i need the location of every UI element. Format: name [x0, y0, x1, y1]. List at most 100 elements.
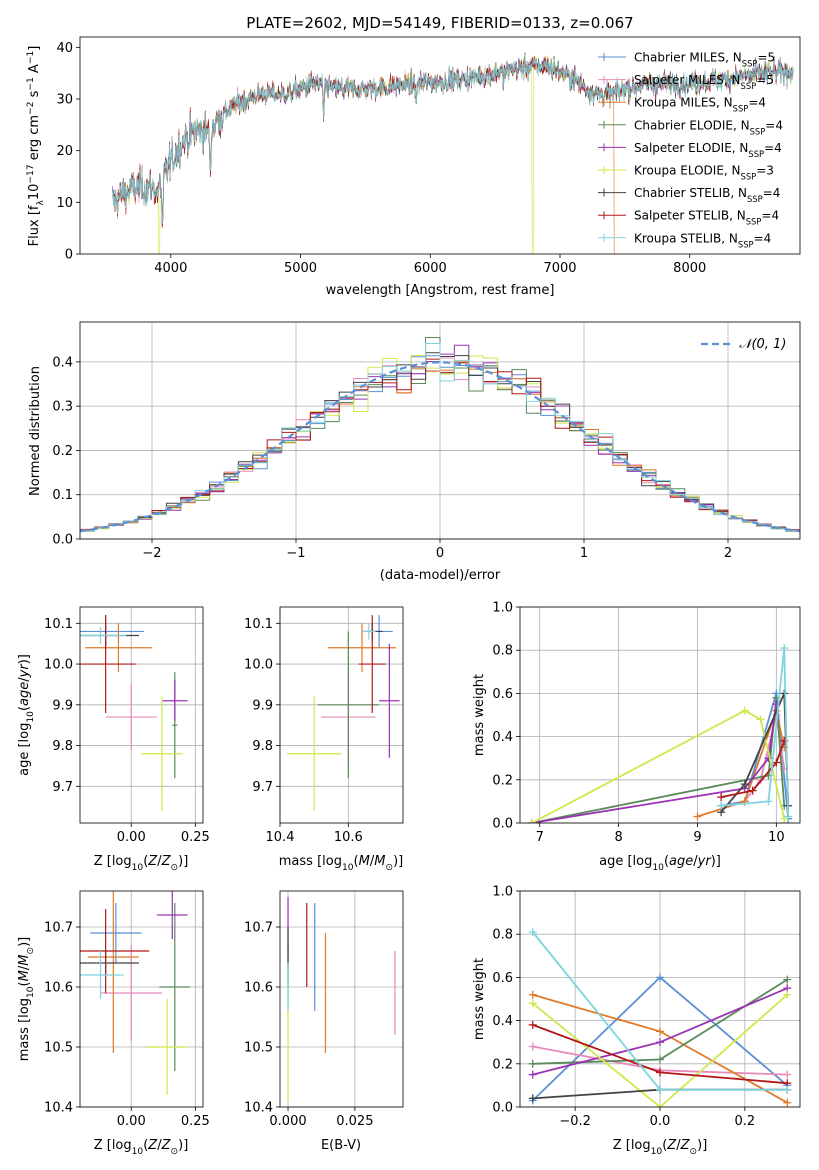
- y-tick-label: 1.0: [492, 885, 513, 900]
- x-tick-label: 2: [724, 546, 732, 561]
- y-tick-label: 40: [56, 41, 73, 56]
- x-axis-label: (data-model)/error: [380, 568, 501, 583]
- y-tick-label: 10.7: [244, 921, 273, 936]
- weight-line: [720, 740, 786, 798]
- legend-label: Salpeter ELODIE, NSSP=4: [634, 141, 782, 159]
- y-tick-label: 9.7: [52, 780, 73, 795]
- x-tick-label: 9: [693, 830, 701, 845]
- errorbars: [286, 615, 400, 811]
- x-tick-label: 0.025: [336, 1114, 373, 1129]
- x-tick-label: 0.2: [735, 1114, 756, 1129]
- x-tick-label: 7000: [543, 261, 576, 276]
- y-tick-label: 20: [56, 144, 73, 159]
- legend-label: 𝒩(0, 1): [739, 337, 786, 352]
- y-tick-label: 10.0: [244, 658, 273, 673]
- axes-frame: [79, 36, 801, 255]
- x-tick-label: 0.25: [181, 830, 210, 845]
- y-axis-label: age [log10(age/yr)]: [17, 654, 36, 776]
- legend-label: Kroupa STELIB, NSSP=4: [634, 231, 771, 249]
- y-tick-label: 10.5: [244, 1041, 273, 1056]
- y-tick-label: 10.4: [244, 1101, 273, 1116]
- axes-frame: [79, 606, 204, 824]
- y-tick-label: 1.0: [492, 601, 513, 616]
- y-tick-label: 10.4: [44, 1101, 73, 1116]
- x-tick-label: 8: [614, 830, 622, 845]
- x-axis-label: wavelength [Angstrom, rest frame]: [326, 283, 555, 298]
- legend-label: Kroupa MILES, NSSP=4: [634, 96, 766, 114]
- spectrum-lines: [112, 52, 794, 254]
- x-tick-label: 1: [580, 546, 588, 561]
- y-axis-label: Normed distribution: [28, 366, 43, 496]
- figure-title: PLATE=2602, MJD=54149, FIBERID=0133, z=0…: [246, 14, 633, 32]
- x-axis-label: mass [log10(M/M⊙)]: [279, 854, 403, 873]
- legend-label: Chabrier ELODIE, NSSP=4: [634, 118, 783, 136]
- gaussian-curve: [80, 361, 800, 533]
- weight-line: [531, 704, 778, 823]
- spectrum-panel: 4000 5000 6000 7000 8000 0 10 20 30 40 wavelength …: [26, 36, 801, 298]
- weight-series: [527, 644, 793, 823]
- weight-series: [528, 928, 792, 1107]
- axes-frame: [79, 890, 204, 1108]
- axes-frame: [79, 321, 801, 540]
- y-tick-label: 10.1: [244, 617, 273, 632]
- weight-line: [721, 647, 790, 817]
- y-tick-label: 10.1: [44, 617, 73, 632]
- legend-label: Salpeter STELIB, NSSP=4: [634, 209, 779, 227]
- spectrum-line: [112, 54, 794, 225]
- x-tick-label: 10.4: [266, 830, 295, 845]
- y-tick-label: 0.4: [492, 1014, 513, 1029]
- x-tick-label: 10.6: [334, 830, 363, 845]
- weight-line: [531, 709, 786, 823]
- x-axis-label: E(B-V): [321, 1138, 361, 1153]
- y-tick-label: 30: [56, 93, 73, 108]
- x-tick-label: 8000: [673, 261, 706, 276]
- x-tick-label: 0: [436, 546, 444, 561]
- y-tick-label: 10: [56, 196, 73, 211]
- legend-label: Salpeter MILES, NSSP=5: [634, 73, 774, 91]
- y-tick-label: 0.4: [492, 730, 513, 745]
- y-axis-label: mass [log10(M/M⊙)]: [17, 937, 36, 1061]
- legend-label: Kroupa ELODIE, NSSP=3: [634, 164, 774, 182]
- y-tick-label: 10.7: [44, 921, 73, 936]
- age-weight-panel: 7 8 9 10 0.0 0.2 0.4 0.6 0.8 1.0 mass weight age [l…: [472, 601, 801, 873]
- legend-label: Chabrier STELIB, NSSP=4: [634, 186, 780, 204]
- y-tick-label: 0.2: [492, 773, 513, 788]
- y-tick-label: 0.4: [52, 355, 73, 370]
- histogram-series: [80, 337, 800, 534]
- x-tick-label: −0.2: [559, 1114, 591, 1129]
- y-tick-label: 0.8: [492, 928, 513, 943]
- axes-frame: [279, 606, 404, 824]
- y-tick-label: 0.8: [492, 644, 513, 659]
- y-tick-label: 9.9: [252, 698, 273, 713]
- y-tick-label: 0.2: [492, 1057, 513, 1072]
- errorbars: [287, 897, 396, 1101]
- errorbars: [80, 891, 191, 1095]
- x-axis-label: Z [log10(Z/Z⊙)]: [613, 1138, 708, 1157]
- x-tick-label: 0.00: [117, 1114, 146, 1129]
- axes-frame: [279, 890, 404, 1108]
- z-mass-panel: 0.00 0.25 10.4 10.5 10.6 10.7 Z [log10(Z/Z⊙)] m…: [17, 890, 210, 1157]
- y-axis-label: Flux [fλ10−17 erg cm−2 s−1 A−1]: [26, 46, 46, 247]
- x-axis-label: age [log10(age/yr)]: [599, 854, 721, 873]
- x-tick-label: 0.000: [269, 1114, 306, 1129]
- ebv-mass-panel: 0.000 0.025 10.4 10.5 10.6 10.7 E(B-V): [244, 890, 404, 1153]
- y-tick-label: 10.0: [44, 658, 73, 673]
- y-tick-label: 9.8: [52, 739, 73, 754]
- y-tick-label: 9.8: [252, 739, 273, 754]
- y-tick-label: 0.1: [52, 488, 73, 503]
- legend-label: Chabrier MILES, NSSP=5: [634, 51, 775, 69]
- errorbars: [80, 615, 188, 811]
- x-tick-label: 0.00: [117, 830, 146, 845]
- residual-histogram-panel: −2 −1 0 1 2 0.0 0.1 0.2 0.3 0.4 (data-model)/error…: [28, 321, 801, 583]
- z-age-panel: 0.00 0.25 9.7 9.8 9.9 10.0 10.1 Z [log10(Z/Z⊙)]…: [17, 606, 210, 873]
- x-tick-label: 0.0: [650, 1114, 671, 1129]
- y-tick-label: 0.0: [52, 533, 73, 548]
- x-tick-label: −2: [142, 546, 161, 561]
- x-tick-label: 5000: [284, 261, 317, 276]
- y-tick-label: 9.9: [52, 698, 73, 713]
- x-axis-label: Z [log10(Z/Z⊙)]: [94, 1138, 189, 1157]
- z-weight-panel: −0.2 0.0 0.2 0.0 0.2 0.4 0.6 0.8 1.0 mass weight Z…: [472, 885, 801, 1157]
- y-tick-label: 0.0: [492, 817, 513, 832]
- y-tick-label: 0.6: [492, 971, 513, 986]
